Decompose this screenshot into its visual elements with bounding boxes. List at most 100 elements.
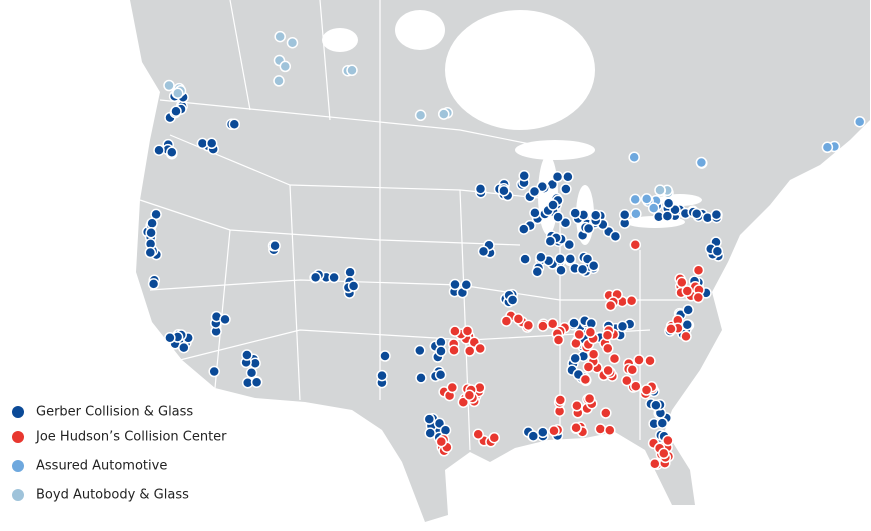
location-dot xyxy=(656,417,669,429)
location-dot xyxy=(563,238,576,251)
location-dot xyxy=(449,278,461,291)
location-dot xyxy=(527,430,540,442)
location-dot xyxy=(649,458,661,470)
location-dot xyxy=(562,171,574,183)
location-dot xyxy=(570,422,582,434)
location-dot xyxy=(587,260,600,272)
location-dot xyxy=(583,392,596,405)
location-dot xyxy=(286,36,299,49)
location-dot xyxy=(544,235,557,247)
location-dot xyxy=(506,294,519,306)
location-dot xyxy=(692,291,705,304)
location-dot xyxy=(166,146,178,159)
location-dot xyxy=(146,217,158,229)
landmass xyxy=(130,0,870,522)
location-dot xyxy=(710,208,723,221)
location-dot xyxy=(564,253,577,265)
legend-label: Assured Automotive xyxy=(36,459,167,474)
location-dot xyxy=(446,381,459,394)
location-dot xyxy=(424,427,436,439)
location-dot xyxy=(676,276,688,289)
location-dot xyxy=(633,354,645,366)
location-dot xyxy=(584,326,597,339)
location-dot xyxy=(853,115,866,128)
location-dot xyxy=(500,315,513,327)
legend-marker xyxy=(12,431,24,443)
location-dot xyxy=(309,271,322,284)
location-dot xyxy=(569,207,581,219)
location-dot xyxy=(531,265,544,278)
location-dot xyxy=(602,364,614,377)
location-dot xyxy=(547,199,559,211)
location-dot xyxy=(658,447,670,460)
location-dot xyxy=(560,183,572,195)
location-dot xyxy=(241,349,253,361)
location-dot xyxy=(601,329,614,342)
location-dot xyxy=(552,334,565,346)
location-dot xyxy=(518,223,530,235)
location-dot xyxy=(552,211,564,223)
location-dot xyxy=(616,320,629,333)
location-dot xyxy=(618,209,631,221)
location-dot xyxy=(245,367,258,379)
location-dot xyxy=(145,226,157,239)
location-dot xyxy=(528,185,541,198)
location-dot xyxy=(449,325,461,337)
location-dot xyxy=(602,342,614,355)
location-dot xyxy=(414,344,426,357)
location-dot xyxy=(630,208,642,220)
location-dot xyxy=(435,435,448,448)
location-dot xyxy=(498,184,510,197)
location-dot xyxy=(208,365,220,378)
location-dot xyxy=(228,118,241,130)
location-dot xyxy=(474,183,487,195)
location-dot xyxy=(147,278,160,290)
location-dot xyxy=(423,413,436,425)
location-dot xyxy=(647,202,660,214)
location-dot xyxy=(438,108,450,120)
location-dot xyxy=(695,156,708,169)
location-dot xyxy=(328,271,340,284)
location-dot xyxy=(665,323,677,335)
location-dot xyxy=(654,184,666,196)
location-dot xyxy=(205,137,218,150)
location-dot xyxy=(250,376,263,388)
location-dot xyxy=(153,144,165,156)
location-dot xyxy=(629,239,642,251)
location-dot xyxy=(629,193,641,206)
location-dot xyxy=(573,328,585,341)
location-dot xyxy=(589,209,602,221)
location-dot xyxy=(463,389,476,401)
location-dot xyxy=(608,352,621,365)
location-dot xyxy=(554,253,566,265)
location-dot xyxy=(582,222,595,235)
location-dot xyxy=(628,151,640,163)
location-dot xyxy=(164,332,176,344)
location-dot xyxy=(434,369,447,381)
location-dot xyxy=(196,137,209,150)
location-dot xyxy=(537,426,549,439)
legend-label: Gerber Collision & Glass xyxy=(36,405,193,420)
location-dot xyxy=(463,345,476,357)
location-dot xyxy=(640,384,653,396)
location-dot xyxy=(569,352,581,365)
location-dot xyxy=(604,424,616,436)
location-dot xyxy=(461,325,474,337)
location-dot xyxy=(415,372,427,384)
legend-marker xyxy=(12,406,24,418)
location-dot xyxy=(579,373,592,386)
location-dot xyxy=(630,380,642,392)
location-dot xyxy=(435,345,447,357)
location-dot xyxy=(555,264,567,276)
location-dot xyxy=(535,251,547,264)
legend-label: Joe Hudson’s Collision Center xyxy=(35,430,227,445)
location-dot xyxy=(170,105,182,117)
location-dot xyxy=(460,279,473,291)
location-dot xyxy=(414,109,427,122)
location-dot xyxy=(571,400,583,412)
location-dot xyxy=(582,361,595,373)
legend-marker xyxy=(12,460,24,472)
location-dot xyxy=(621,374,633,387)
location-dot xyxy=(640,193,653,205)
